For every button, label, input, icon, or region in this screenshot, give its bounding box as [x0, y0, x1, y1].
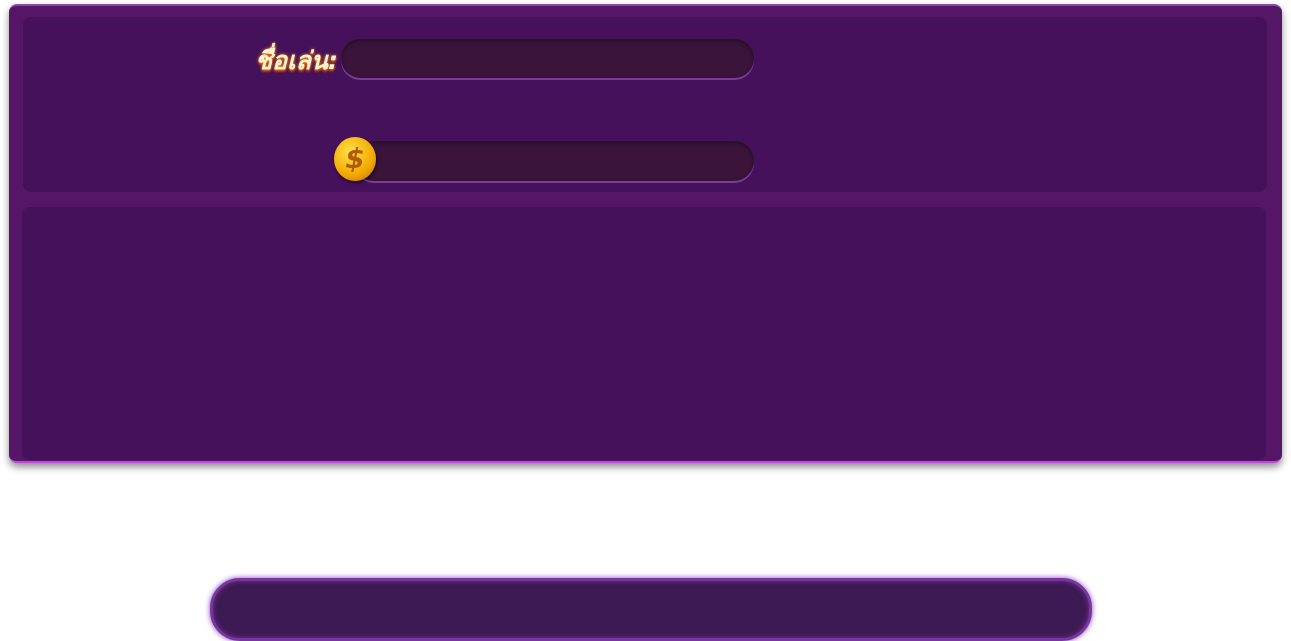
player-info-window: ชื่อเล่น: $ [9, 4, 1282, 641]
wide-input-field[interactable] [210, 578, 1092, 641]
nickname-field[interactable] [341, 39, 754, 78]
coin-balance-field [354, 141, 754, 181]
lower-panel [22, 207, 1266, 641]
gold-coin-icon: $ [334, 137, 376, 181]
player-info-panel: ชื่อเล่น: $ [23, 17, 1267, 192]
nickname-label: ชื่อเล่น: [255, 46, 338, 75]
